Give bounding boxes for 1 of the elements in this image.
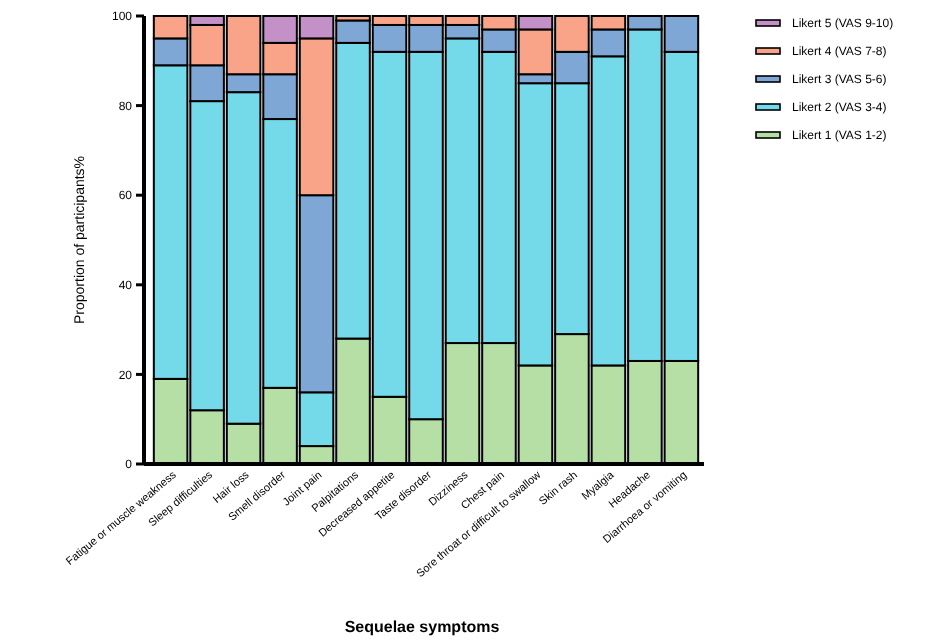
x-axis-title: Sequelae symptoms [344, 618, 501, 636]
